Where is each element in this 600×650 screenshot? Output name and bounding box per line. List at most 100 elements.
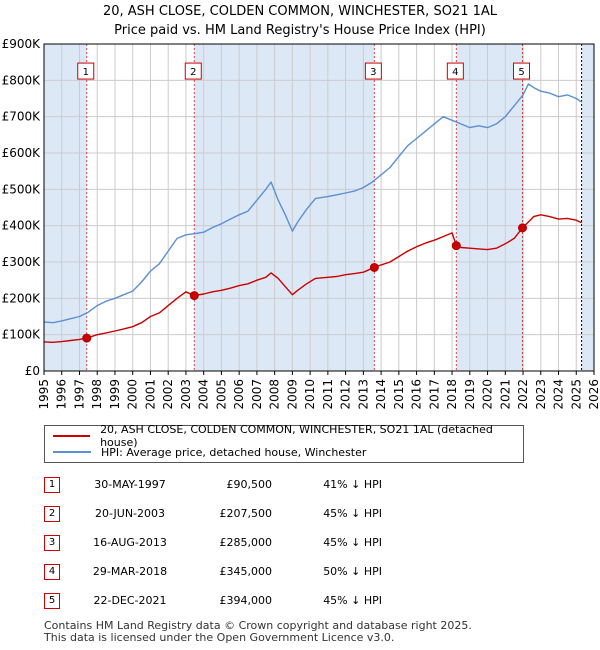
y-tick-label: £0 <box>25 364 40 378</box>
chart-legend: 20, ASH CLOSE, COLDEN COMMON, WINCHESTER… <box>44 423 524 463</box>
x-tick-label: 1997 <box>72 379 86 410</box>
sale-date: 16-AUG-2013 <box>93 536 167 549</box>
x-tick-label: 2021 <box>498 379 512 410</box>
chart-title: 20, ASH CLOSE, COLDEN COMMON, WINCHESTER… <box>102 4 498 19</box>
legend-item-price: 20, ASH CLOSE, COLDEN COMMON, WINCHESTER… <box>53 423 523 449</box>
y-tick-label: £600K <box>2 146 42 160</box>
sale-number-box <box>446 62 464 80</box>
sale-price: £207,500 <box>219 507 273 520</box>
sale-number-box <box>184 62 202 80</box>
sale-price: £394,000 <box>219 594 273 607</box>
shaded-period <box>581 44 594 371</box>
x-tick-label: 2015 <box>392 379 406 410</box>
sale-number-badge: 5 <box>44 592 60 609</box>
legend-swatch-hpi <box>53 451 91 453</box>
sale-point <box>82 333 92 343</box>
x-tick-label: 1995 <box>37 379 51 410</box>
x-tick-label: 2003 <box>179 379 193 410</box>
x-tick-label: 2006 <box>232 379 246 410</box>
x-tick-label: 2022 <box>516 379 530 410</box>
sale-hpi-diff: 45% ↓ HPI <box>323 507 382 520</box>
footer: Contains HM Land Registry data © Crown c… <box>44 620 472 644</box>
legend-swatch-price <box>53 435 91 437</box>
x-tick-label: 2012 <box>339 379 353 410</box>
x-tick-label: 2004 <box>197 379 211 410</box>
x-tick-label: 1998 <box>90 379 104 410</box>
x-tick-label: 2019 <box>463 379 477 410</box>
hpi-line <box>43 83 582 324</box>
table-row: 2 20-JUN-2003 £207,500 45% ↓ HPI <box>44 499 382 528</box>
x-tick-label: 2024 <box>552 379 566 410</box>
sale-number-box <box>77 62 95 80</box>
x-tick-label: 2007 <box>250 379 264 410</box>
chart-subtitle: Price paid vs. HM Land Registry's House … <box>114 23 486 38</box>
sale-price: £90,500 <box>226 478 273 491</box>
x-tick-label: 2009 <box>285 379 299 410</box>
x-tick-label: 2018 <box>445 379 459 410</box>
x-tick-label: 1996 <box>55 379 69 410</box>
x-tick-label: 2002 <box>161 379 175 410</box>
sale-number-label: 3 <box>370 67 376 78</box>
y-tick-label: £400K <box>2 219 42 233</box>
x-tick-label: 1999 <box>108 379 122 410</box>
plot-frame <box>43 43 595 372</box>
footer-licence: This data is licensed under the Open Gov… <box>44 631 395 644</box>
sale-hpi-diff: 50% ↓ HPI <box>323 565 382 578</box>
table-row: 3 16-AUG-2013 £285,000 45% ↓ HPI <box>44 528 382 557</box>
x-tick-label: 2016 <box>410 379 424 410</box>
price-paid-line <box>43 214 582 343</box>
sale-number-badge: 1 <box>44 476 60 493</box>
shaded-period <box>456 44 523 371</box>
sale-hpi-diff: 45% ↓ HPI <box>323 594 382 607</box>
sale-price: £345,000 <box>219 565 273 578</box>
sale-number-badge: 4 <box>44 563 60 580</box>
sale-number-label: 1 <box>83 67 89 78</box>
y-tick-label: £800K <box>2 73 42 87</box>
x-tick-label: 2001 <box>143 379 157 410</box>
table-row: 5 22-DEC-2021 £394,000 45% ↓ HPI <box>44 586 382 615</box>
x-tick-label: 2025 <box>569 379 583 410</box>
x-tick-label: 2023 <box>534 379 548 410</box>
chart-title-block: 20, ASH CLOSE, COLDEN COMMON, WINCHESTER… <box>0 2 600 40</box>
y-tick-label: £300K <box>2 255 42 269</box>
y-tick-label: £700K <box>2 110 42 124</box>
x-tick-label: 2013 <box>356 379 370 410</box>
x-tick-label: 2000 <box>126 379 140 410</box>
sale-number-label: 2 <box>190 67 196 78</box>
legend-label-price: 20, ASH CLOSE, COLDEN COMMON, WINCHESTER… <box>100 423 493 449</box>
sale-point <box>451 241 461 251</box>
x-tick-label: 2005 <box>214 379 228 410</box>
x-tick-label: 2017 <box>427 379 441 410</box>
sale-point <box>189 291 199 301</box>
price-chart: 1 2 3 4 5 £0 £100K £200K £300K £400K £500K £600K £7… <box>2 37 600 410</box>
x-tick-label: 2011 <box>321 379 335 410</box>
sale-number-box <box>513 62 530 80</box>
sale-point <box>369 262 379 272</box>
table-row: 4 29-MAR-2018 £345,000 50% ↓ HPI <box>44 557 382 586</box>
sale-number-badge: 3 <box>44 534 60 551</box>
sale-number-box <box>364 62 382 80</box>
y-tick-label: £200K <box>2 291 42 305</box>
shaded-period <box>194 44 375 371</box>
sale-date: 29-MAR-2018 <box>92 565 168 578</box>
x-tick-label: 2020 <box>481 379 495 410</box>
y-tick-label: £100K <box>2 328 42 342</box>
footer-copyright: Contains HM Land Registry data © Crown c… <box>44 619 472 632</box>
legend-label-hpi: HPI: Average price, detached house, Winc… <box>101 445 367 459</box>
y-tick-label: £500K <box>2 182 42 196</box>
sale-hpi-diff: 41% ↓ HPI <box>323 478 382 491</box>
sale-number-label: 5 <box>518 67 524 78</box>
y-tick-label: £900K <box>2 37 42 51</box>
x-tick-label: 2026 <box>587 379 600 410</box>
sale-date: 20-JUN-2003 <box>94 507 166 520</box>
sales-table: 1 30-MAY-1997 £90,500 41% ↓ HPI 2 20-JUN… <box>44 470 382 615</box>
x-tick-label: 2008 <box>268 379 282 410</box>
x-tick-label: 2014 <box>374 379 388 410</box>
sale-number-label: 4 <box>452 67 458 78</box>
legend-item-hpi: HPI: Average price, detached house, Winc… <box>53 444 366 460</box>
x-tick-label: 2010 <box>303 379 317 410</box>
sale-point <box>518 223 527 233</box>
sale-hpi-diff: 45% ↓ HPI <box>323 536 382 549</box>
sale-price: £285,000 <box>219 536 273 549</box>
table-row: 1 30-MAY-1997 £90,500 41% ↓ HPI <box>44 470 382 499</box>
